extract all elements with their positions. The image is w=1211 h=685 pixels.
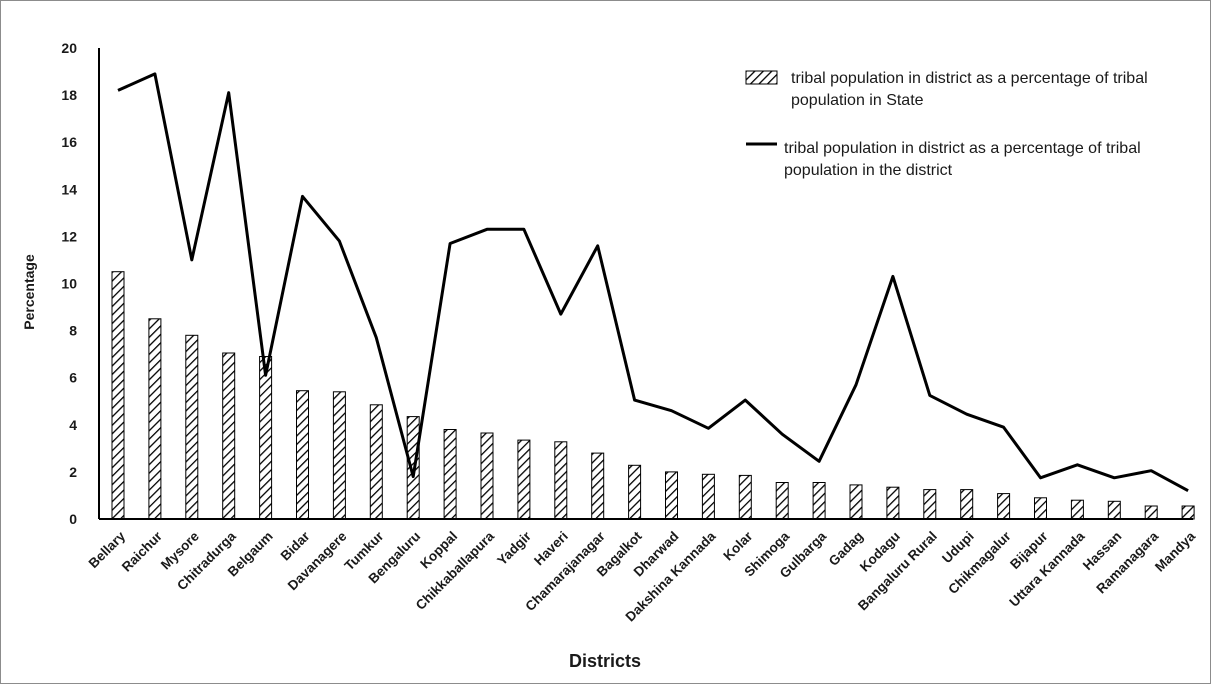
legend-bar-swatch bbox=[746, 71, 777, 84]
legend-bar-label-line1: tribal population in district as a perce… bbox=[791, 70, 1148, 87]
x-tick-label: Raichur bbox=[119, 528, 166, 575]
y-tick-label: 14 bbox=[61, 181, 77, 197]
bar-mysore bbox=[186, 335, 198, 519]
y-tick-label: 0 bbox=[69, 511, 77, 527]
bar-raichur bbox=[149, 319, 161, 519]
y-tick-label: 8 bbox=[69, 323, 77, 339]
bar-hassan bbox=[1108, 501, 1120, 519]
bar-kolar bbox=[739, 475, 751, 519]
bar-dakshina-kannada bbox=[702, 474, 714, 519]
bar-chikmagalur bbox=[998, 494, 1010, 519]
line-layer bbox=[118, 74, 1188, 491]
bar-chamarajanagar bbox=[592, 453, 604, 519]
bar-bangaluru-rural bbox=[924, 490, 936, 519]
bar-uttara-kannada bbox=[1071, 500, 1083, 519]
bar-ramanagara bbox=[1145, 506, 1157, 519]
bar-bidar bbox=[297, 391, 309, 519]
bar-davanagere bbox=[333, 392, 345, 519]
y-tick-label: 18 bbox=[61, 87, 77, 103]
y-tick-label: 10 bbox=[61, 276, 77, 292]
x-tick-label: Yadgir bbox=[494, 528, 534, 568]
bar-udupi bbox=[961, 490, 973, 519]
y-ticks: 0 2 4 6 8 10 12 14 16 18 20 bbox=[61, 40, 77, 527]
bar-mandya bbox=[1182, 506, 1194, 519]
y-tick-label: 2 bbox=[69, 464, 77, 480]
bar-bellary bbox=[112, 272, 124, 519]
legend-bar-label: tribal population in district as a perce… bbox=[791, 70, 1152, 109]
bar-kodagu bbox=[887, 487, 899, 519]
y-axis-title: Percentage bbox=[21, 254, 37, 330]
bar-chikkaballapura bbox=[481, 433, 493, 519]
bar-gulbarga bbox=[813, 483, 825, 520]
y-tick-label: 4 bbox=[69, 417, 77, 433]
bar-belgaum bbox=[260, 357, 272, 520]
legend-line-label-line1: tribal population in district as a perce… bbox=[784, 140, 1141, 157]
bar-shimoga bbox=[776, 483, 788, 520]
y-tick-label: 20 bbox=[61, 40, 77, 56]
bar-yadgir bbox=[518, 440, 530, 519]
legend: tribal population in district as a perce… bbox=[746, 70, 1152, 179]
x-axis-title: Districts bbox=[569, 651, 641, 671]
bar-gadag bbox=[850, 485, 862, 519]
y-tick-label: 12 bbox=[61, 228, 77, 244]
legend-line-label: tribal population in district as a perce… bbox=[784, 140, 1145, 179]
x-tick-label: Kolar bbox=[720, 528, 756, 564]
y-tick-label: 6 bbox=[69, 370, 77, 386]
bar-bagalkot bbox=[629, 465, 641, 519]
x-tick-label: Mandya bbox=[1152, 528, 1198, 574]
bar-tumkur bbox=[370, 405, 382, 519]
bar-bijapur bbox=[1035, 498, 1047, 519]
series-line bbox=[118, 74, 1188, 491]
bar-koppal bbox=[444, 430, 456, 520]
legend-bar-label-line2: population in State bbox=[791, 92, 924, 109]
bar-dharwad bbox=[666, 472, 678, 519]
x-tick-label: Bidar bbox=[278, 528, 314, 564]
legend-line-label-line2: population in the district bbox=[784, 162, 953, 179]
bar-chitradurga bbox=[223, 353, 235, 519]
y-tick-label: 16 bbox=[61, 134, 77, 150]
bar-haveri bbox=[555, 442, 567, 519]
bars-layer bbox=[112, 272, 1194, 519]
